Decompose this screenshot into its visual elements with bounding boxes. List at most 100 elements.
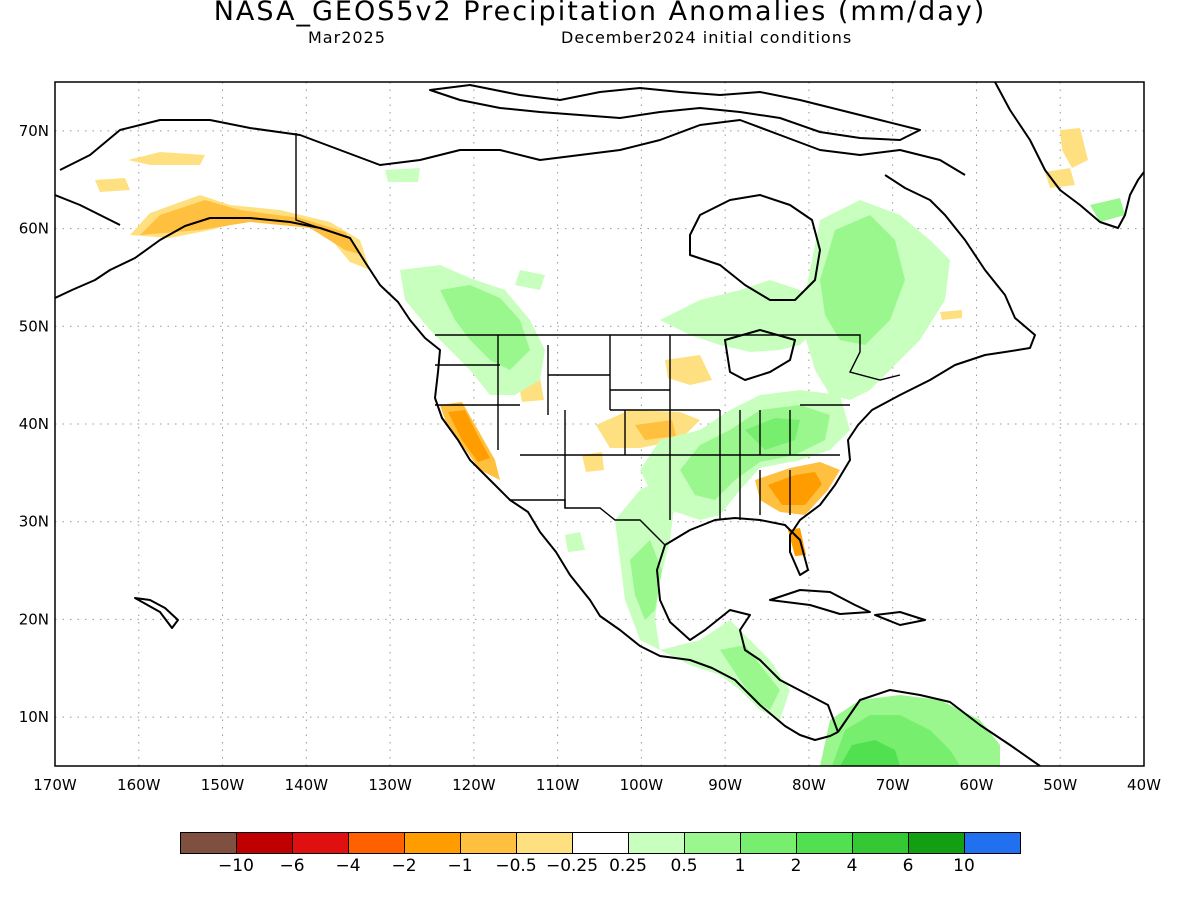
colorbar-label: −0.5	[495, 856, 537, 876]
coastline-great-lakes	[724, 329, 796, 381]
anomaly-east-mexico-core	[630, 540, 662, 620]
coastline-hudson-bay	[689, 194, 821, 301]
anomaly-south-america-center	[840, 740, 900, 766]
coastline-cuba	[769, 589, 871, 615]
colorbar-label: 6	[902, 856, 914, 876]
valid-month: Mar2025	[308, 28, 386, 47]
colorbar-label: −2	[391, 856, 417, 876]
lon-tick-label: 50W	[1043, 776, 1077, 794]
colorbar-swatch	[572, 832, 629, 854]
colorbar-label: 10	[953, 856, 975, 876]
lon-tick-label: 90W	[708, 776, 742, 794]
coastlines	[55, 82, 1144, 766]
anomaly-quebec-core	[820, 215, 905, 345]
colorbar-swatch	[404, 832, 461, 854]
colorbar-label: −1	[447, 856, 473, 876]
colorbar-swatch	[796, 832, 853, 854]
lat-tick-label: 70N	[19, 122, 49, 140]
anomaly-mexico-spot	[565, 532, 585, 552]
colorbar-swatch	[236, 832, 293, 854]
coastline-aleutians	[55, 194, 121, 226]
colorbar-label: −4	[335, 856, 361, 876]
colorbar-label: 2	[790, 856, 802, 876]
border-states-central	[610, 335, 741, 520]
lat-tick-label: 50N	[19, 317, 49, 335]
lon-tick-label: 70W	[876, 776, 910, 794]
anomaly-greenland-wet	[1090, 198, 1125, 222]
border-states-east	[740, 404, 850, 515]
colorbar-swatch	[908, 832, 965, 854]
anomaly-alaska-west	[95, 178, 130, 192]
lon-tick-label: 150W	[201, 776, 245, 794]
colorbar-swatch	[460, 832, 517, 854]
colorbar-swatch	[740, 832, 797, 854]
lon-tick-label: 160W	[117, 776, 161, 794]
colorbar-label: −10	[218, 856, 254, 876]
colorbar-swatch	[292, 832, 349, 854]
anomaly-arizona-spot	[582, 452, 604, 472]
coastline-gulf	[656, 174, 1036, 733]
colorbar-swatch	[628, 832, 685, 854]
colorbar	[180, 832, 1021, 854]
anomaly-canada-prairie	[515, 270, 545, 290]
coastline-arctic	[59, 119, 966, 176]
coastline-arctic-islands	[429, 84, 921, 141]
lat-tick-label: 30N	[19, 513, 49, 531]
lat-tick-label: 60N	[19, 220, 49, 238]
lat-tick-label: 10N	[19, 708, 49, 726]
init-conditions: December2024 initial conditions	[561, 28, 853, 47]
anomaly-alaska-core	[140, 200, 362, 255]
colorbar-label: −0.25	[545, 856, 599, 876]
colorbar-swatch	[348, 832, 405, 854]
colorbar-swatch	[684, 832, 741, 854]
gridlines	[55, 82, 1144, 766]
colorbar-label: 0.5	[670, 856, 698, 876]
colorbar-label: 1	[734, 856, 746, 876]
coastline-north-america	[55, 217, 839, 741]
colorbar-label: 4	[846, 856, 858, 876]
anomaly-great-lakes	[660, 280, 820, 352]
anomaly-pnw-core	[440, 285, 530, 370]
axis-tick-labels: 170W 160W 150W 140W 130W 120W 110W 100W 90W 80W 70…	[19, 122, 1161, 794]
border-alaska-canada	[295, 133, 321, 229]
border-states-west	[435, 335, 680, 508]
anomaly-labrador-spot	[940, 310, 962, 320]
anomaly-southeast-core	[768, 472, 822, 505]
anomaly-shading	[95, 128, 1125, 766]
colorbar-label: 0.25	[609, 856, 647, 876]
anomaly-alaska-north	[128, 152, 205, 165]
colorbar-label: −6	[279, 856, 305, 876]
anomaly-central-america-core	[720, 645, 780, 710]
anomaly-arctic-spot	[385, 168, 420, 182]
map-frame	[54, 81, 1145, 767]
lat-tick-label: 40N	[19, 415, 49, 433]
lon-tick-label: 110W	[536, 776, 580, 794]
anomaly-greenland	[1060, 128, 1088, 168]
coastline-south-america	[837, 689, 1041, 766]
map-title: NASA_GEOS5v2 Precipitation Anomalies (mm…	[213, 0, 987, 27]
anomaly-greenland-south	[1045, 168, 1075, 188]
anomaly-kansas-core	[635, 420, 676, 440]
border-us-canada	[435, 334, 901, 381]
lon-tick-label: 140W	[285, 776, 329, 794]
colorbar-swatch	[180, 832, 237, 854]
anomaly-ohio-center	[745, 418, 800, 450]
lon-tick-label: 40W	[1127, 776, 1161, 794]
lon-tick-label: 60W	[960, 776, 994, 794]
political-borders	[295, 133, 901, 546]
lon-tick-label: 120W	[452, 776, 496, 794]
coastline-greenland	[994, 82, 1144, 229]
colorbar-swatch	[852, 832, 909, 854]
anomaly-california-core	[448, 410, 490, 462]
anomaly-minnesota	[665, 355, 712, 385]
lon-tick-label: 80W	[792, 776, 826, 794]
lon-tick-label: 170W	[33, 776, 77, 794]
colorbar-swatch	[964, 832, 1021, 854]
lat-tick-label: 20N	[19, 610, 49, 628]
colorbar-swatch	[516, 832, 573, 854]
coastline-hispaniola	[874, 611, 926, 626]
lon-tick-label: 130W	[368, 776, 412, 794]
lon-tick-label: 100W	[620, 776, 664, 794]
coastline-hawaii	[134, 597, 179, 629]
